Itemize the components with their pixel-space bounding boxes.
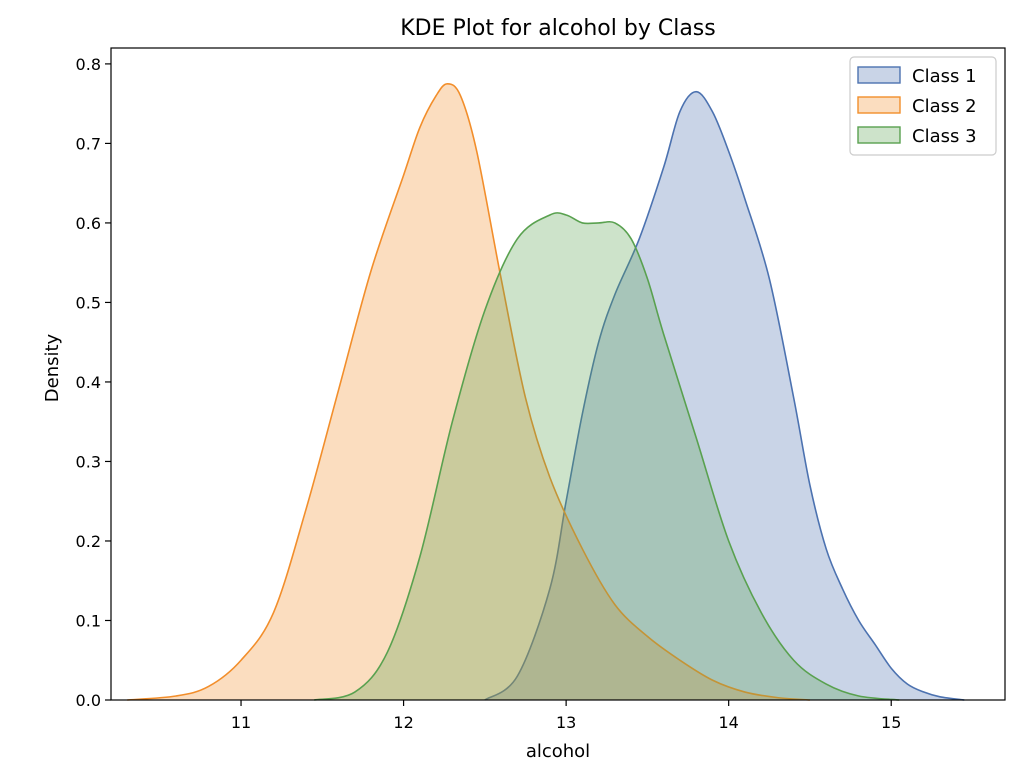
area-fill-class-1 [484,91,965,701]
y-tick-label: 0.2 [76,532,101,551]
legend-swatch [857,126,901,144]
y-tick-label: 0.1 [76,611,101,630]
y-tick-label: 0.5 [76,293,101,312]
legend: Class 1 Class 2 Class 3 [849,56,997,156]
y-tick-label: 0.7 [76,134,101,153]
y-tick-label: 0.6 [76,214,101,233]
legend-label: Class 3 [912,126,977,147]
legend-box [849,56,997,156]
area-fill-class-3 [314,212,900,700]
density-line-class-2 [127,82,811,701]
y-tick-label: 0.0 [76,691,101,710]
x-tick-label: 14 [718,713,738,732]
plot-areas [127,82,965,701]
x-tick-label: 15 [881,713,901,732]
density-line-class-3 [314,212,900,701]
y-tick-label: 0.8 [76,55,101,74]
density-line-class-1 [484,90,965,701]
chart-title: KDE Plot for alcohol by Class [400,16,715,41]
y-axis-label: Density [42,333,63,402]
x-axis-label: alcohol [526,741,590,762]
legend-label: Class 2 [912,96,977,117]
legend-swatch [857,66,901,84]
x-axis-ticks: 11 12 13 14 15 [231,700,901,732]
y-tick-label: 0.3 [76,452,101,471]
plot-frame [110,47,1006,701]
y-tick-label: 0.4 [76,373,101,392]
legend-label: Class 1 [912,66,977,87]
legend-swatch [857,96,901,114]
x-tick-label: 12 [393,713,413,732]
x-tick-label: 11 [231,713,251,732]
area-fill-class-2 [127,83,810,700]
y-axis-ticks: 0.0 0.1 0.2 0.3 0.4 0.5 0.6 0.7 0.8 [76,55,111,710]
x-tick-label: 13 [556,713,576,732]
